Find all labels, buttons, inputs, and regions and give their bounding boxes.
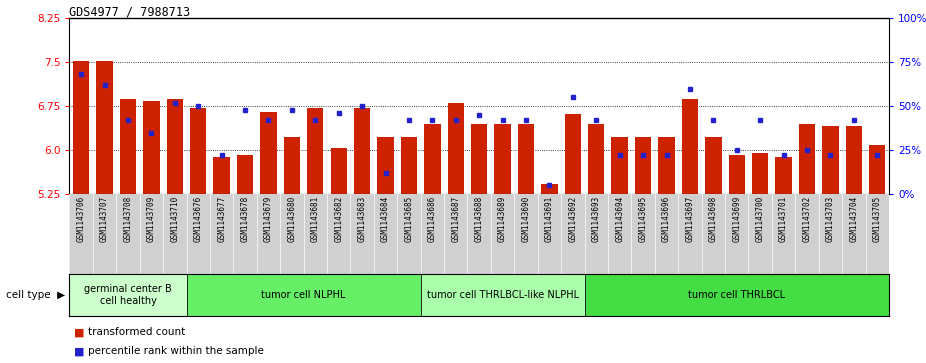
Bar [752, 153, 769, 194]
Bar [611, 137, 628, 194]
Text: GSM1143679: GSM1143679 [264, 196, 273, 242]
Text: GSM1143682: GSM1143682 [334, 196, 344, 242]
Bar [588, 124, 605, 194]
Bar [729, 155, 745, 194]
Bar [658, 137, 675, 194]
Bar [283, 137, 300, 194]
Text: GSM1143684: GSM1143684 [381, 196, 390, 242]
Text: GSM1143710: GSM1143710 [170, 196, 180, 242]
Text: GSM1143689: GSM1143689 [498, 196, 507, 242]
Text: GSM1143696: GSM1143696 [662, 196, 671, 242]
Text: GSM1143690: GSM1143690 [521, 196, 531, 242]
Bar [518, 124, 534, 194]
Bar [494, 124, 511, 194]
Bar [307, 108, 323, 194]
Text: GSM1143681: GSM1143681 [311, 196, 319, 242]
Bar [119, 98, 136, 194]
Text: percentile rank within the sample: percentile rank within the sample [88, 346, 264, 356]
Bar [542, 184, 557, 194]
Bar [190, 108, 206, 194]
Bar [214, 157, 230, 194]
Text: tumor cell THRLBCL: tumor cell THRLBCL [688, 290, 785, 300]
Bar [584, 274, 889, 316]
Text: GSM1143687: GSM1143687 [451, 196, 460, 242]
Text: GSM1143706: GSM1143706 [77, 196, 86, 242]
Bar [447, 103, 464, 194]
Text: tumor cell THRLBCL-like NLPHL: tumor cell THRLBCL-like NLPHL [427, 290, 579, 300]
Text: cell type  ▶: cell type ▶ [6, 290, 65, 300]
Text: GSM1143705: GSM1143705 [872, 196, 882, 242]
Text: GSM1143676: GSM1143676 [194, 196, 203, 242]
Text: GSM1143708: GSM1143708 [123, 196, 132, 242]
Bar [706, 137, 721, 194]
Text: germinal center B
cell healthy: germinal center B cell healthy [84, 284, 172, 306]
Bar [73, 61, 89, 194]
Text: transformed count: transformed count [88, 327, 185, 337]
Text: GSM1143692: GSM1143692 [569, 196, 578, 242]
Text: GSM1143693: GSM1143693 [592, 196, 601, 242]
Text: GSM1143709: GSM1143709 [147, 196, 156, 242]
Bar [471, 124, 487, 194]
Text: ■: ■ [74, 327, 84, 337]
Bar [682, 98, 698, 194]
Bar [237, 155, 253, 194]
Text: GSM1143677: GSM1143677 [217, 196, 226, 242]
Text: GSM1143702: GSM1143702 [803, 196, 811, 242]
Text: GSM1143707: GSM1143707 [100, 196, 109, 242]
Bar [799, 124, 815, 194]
Bar [424, 124, 441, 194]
Bar [260, 112, 277, 194]
Bar [186, 274, 420, 316]
Bar [167, 98, 183, 194]
Bar [378, 137, 394, 194]
Text: GSM1143685: GSM1143685 [405, 196, 414, 242]
Text: GSM1143688: GSM1143688 [475, 196, 483, 242]
Text: GSM1143697: GSM1143697 [685, 196, 694, 242]
Bar [870, 146, 885, 194]
Text: GSM1143695: GSM1143695 [639, 196, 647, 242]
Text: ■: ■ [74, 346, 84, 356]
Bar [635, 137, 651, 194]
Text: GSM1143703: GSM1143703 [826, 196, 835, 242]
Text: GSM1143680: GSM1143680 [287, 196, 296, 242]
Text: GDS4977 / 7988713: GDS4977 / 7988713 [69, 5, 191, 18]
Text: GSM1143698: GSM1143698 [708, 196, 718, 242]
Text: GSM1143686: GSM1143686 [428, 196, 437, 242]
Bar [354, 108, 370, 194]
Bar [144, 102, 159, 194]
Bar [401, 137, 417, 194]
Bar [822, 126, 839, 194]
Bar [565, 114, 581, 194]
Text: GSM1143700: GSM1143700 [756, 196, 765, 242]
Text: GSM1143701: GSM1143701 [779, 196, 788, 242]
Text: GSM1143704: GSM1143704 [849, 196, 858, 242]
Text: GSM1143691: GSM1143691 [544, 196, 554, 242]
Text: GSM1143694: GSM1143694 [615, 196, 624, 242]
Text: tumor cell NLPHL: tumor cell NLPHL [261, 290, 345, 300]
Text: GSM1143699: GSM1143699 [732, 196, 742, 242]
Text: GSM1143683: GSM1143683 [357, 196, 367, 242]
Bar [845, 126, 862, 194]
Bar [775, 157, 792, 194]
Bar [96, 61, 113, 194]
Bar [69, 274, 186, 316]
Bar [420, 274, 584, 316]
Bar [331, 148, 347, 194]
Text: GSM1143678: GSM1143678 [241, 196, 250, 242]
